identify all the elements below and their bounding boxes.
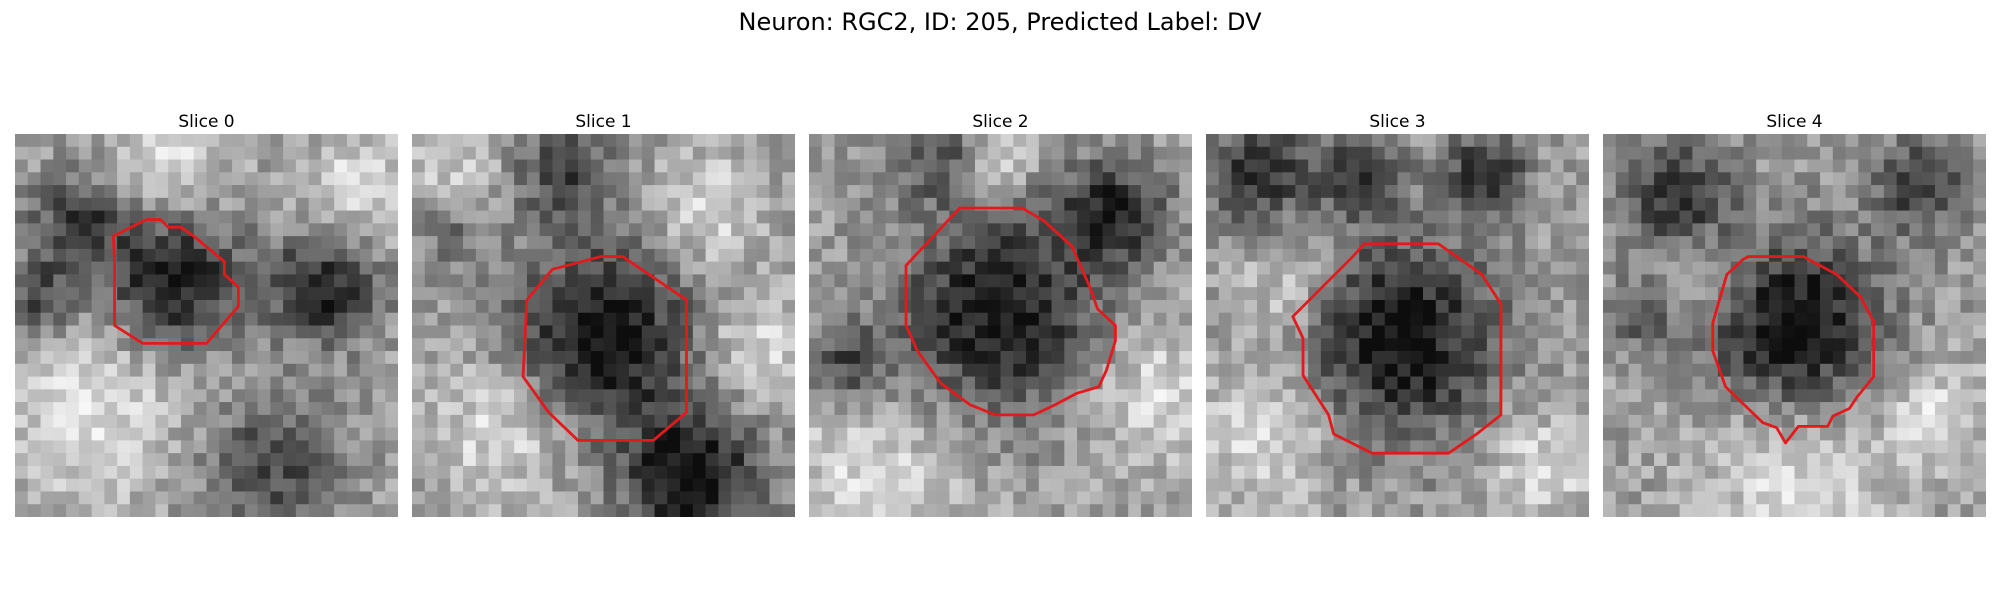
slice-panel-4: Slice 4 bbox=[1603, 110, 1986, 517]
slice-title-3: Slice 3 bbox=[1369, 112, 1426, 132]
cell-contour-1 bbox=[521, 255, 688, 442]
cell-contour-0 bbox=[111, 218, 240, 345]
slice-panel-0: Slice 0 bbox=[15, 110, 398, 517]
slice-title-0: Slice 0 bbox=[178, 112, 235, 132]
slice-title-2: Slice 2 bbox=[972, 112, 1029, 132]
slice-image-0 bbox=[15, 134, 398, 517]
slice-panel-3: Slice 3 bbox=[1206, 110, 1589, 517]
slice-image-1 bbox=[412, 134, 795, 517]
slice-panel-1: Slice 1 bbox=[412, 110, 795, 517]
figure-title: Neuron: RGC2, ID: 205, Predicted Label: … bbox=[738, 8, 1262, 36]
slice-image-3 bbox=[1206, 134, 1589, 517]
slice-image-4 bbox=[1603, 134, 1986, 517]
slice-title-1: Slice 1 bbox=[575, 112, 632, 132]
cell-contour-2 bbox=[904, 206, 1117, 417]
slice-title-4: Slice 4 bbox=[1766, 112, 1823, 132]
cell-contour-3 bbox=[1291, 242, 1503, 455]
slice-image-2 bbox=[809, 134, 1192, 517]
slice-panel-2: Slice 2 bbox=[809, 110, 1192, 517]
cell-contour-4 bbox=[1711, 255, 1876, 445]
